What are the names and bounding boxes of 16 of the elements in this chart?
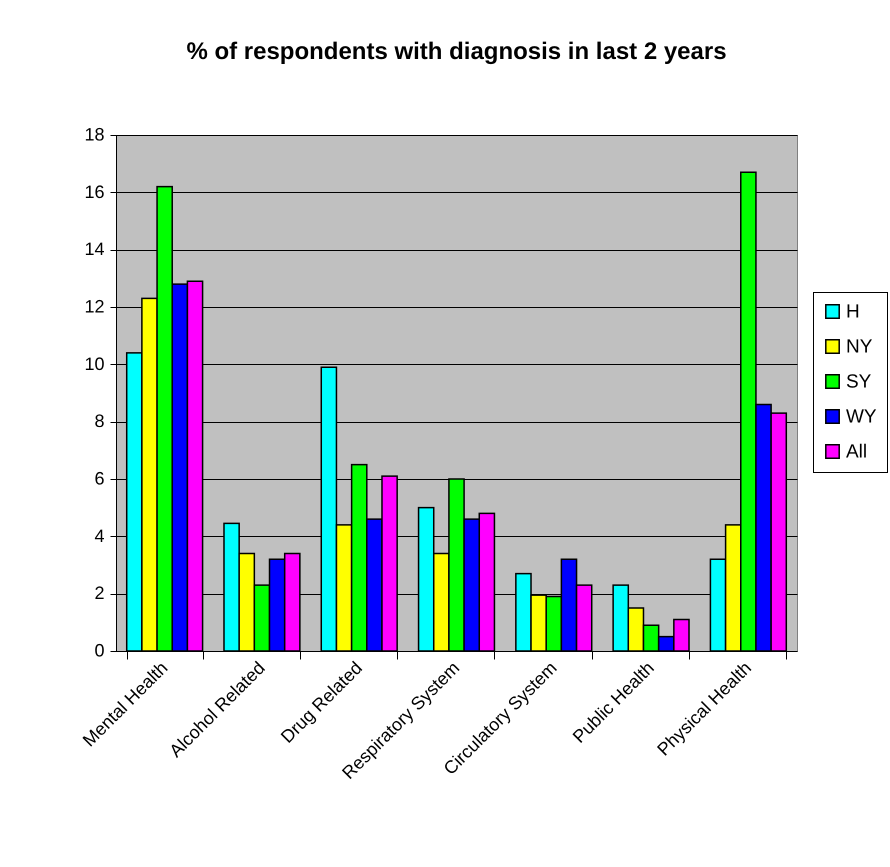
chart-title: % of respondents with diagnosis in last 2 years xyxy=(186,38,727,65)
y-tick-label: 18 xyxy=(84,124,104,144)
legend-label: NY xyxy=(846,336,873,358)
legend-label: SY xyxy=(846,372,872,392)
y-tick-label: 14 xyxy=(84,239,104,260)
y-tick-label: 2 xyxy=(94,583,104,604)
y-tick-label: 8 xyxy=(94,411,104,432)
legend-label: WY xyxy=(846,406,877,428)
y-tick-label: 16 xyxy=(84,182,104,202)
y-tick-label: 12 xyxy=(84,296,104,316)
y-tick-label: 6 xyxy=(94,468,104,488)
y-tick-label: 0 xyxy=(94,640,104,660)
legend-label: H xyxy=(846,302,860,322)
y-tick-label: 10 xyxy=(84,354,104,374)
legend-label: All xyxy=(846,442,868,462)
y-tick-label: 4 xyxy=(94,526,104,546)
